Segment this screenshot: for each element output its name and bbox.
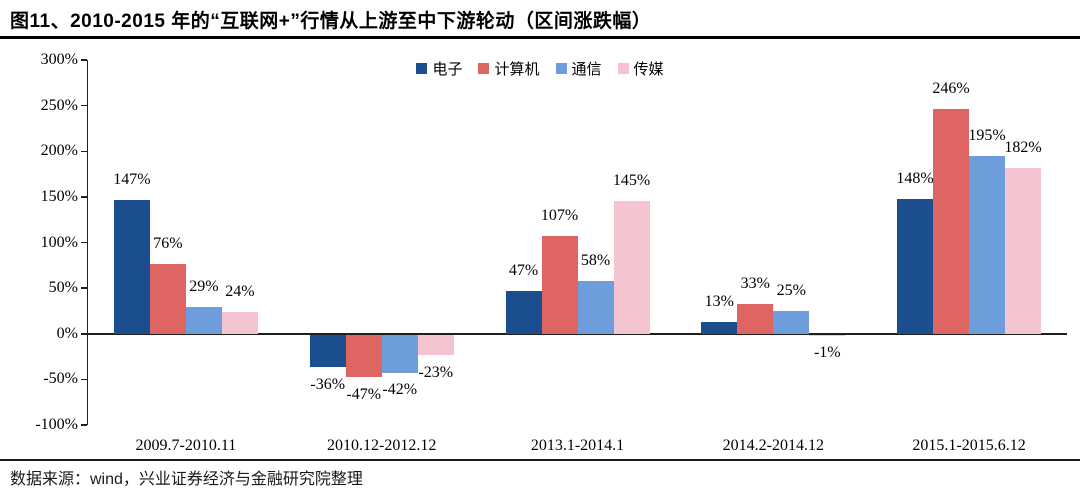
footer-source: 数据来源：wind，兴业证券经济与金融研究院整理 xyxy=(10,471,363,488)
footer-divider xyxy=(0,459,1080,461)
y-axis-label-2: 200% xyxy=(40,142,78,160)
bar-series0-cat1 xyxy=(309,334,346,368)
y-axis-label-1: 250% xyxy=(40,96,78,114)
bar-series3-cat2 xyxy=(613,201,650,334)
legend-item-3: 传媒 xyxy=(617,58,664,79)
bar-label-series2-cat3: 25% xyxy=(776,281,806,299)
legend-label-2: 通信 xyxy=(571,62,602,78)
bar-label-series3-cat2: 145% xyxy=(612,172,651,190)
legend-swatch-icon-3 xyxy=(617,63,629,74)
bar-label-series2-cat4: 195% xyxy=(968,126,1006,144)
bar-series1-cat1 xyxy=(345,334,382,378)
y-axis-tick-6 xyxy=(80,333,87,335)
bar-label-series0-cat0: 147% xyxy=(113,170,151,188)
legend-label-1: 计算机 xyxy=(494,62,540,78)
y-axis-label-7: -50% xyxy=(43,370,78,388)
y-axis-tick-1 xyxy=(80,104,87,107)
bar-series3-cat4 xyxy=(1005,167,1042,334)
x-axis-label-0: 2009.7-2010.11 xyxy=(135,437,237,454)
y-axis-label-3: 150% xyxy=(40,187,78,205)
bar-series2-cat1 xyxy=(381,334,418,373)
bar-label-series2-cat2: 58% xyxy=(580,251,611,269)
bar-series0-cat2 xyxy=(505,290,542,334)
x-axis-label-4: 2015.1-2015.6.12 xyxy=(912,437,1026,454)
x-axis-label-2: 2013.1-2014.1 xyxy=(530,437,625,454)
bar-label-series1-cat1: -47% xyxy=(346,385,382,403)
bar-label-series3-cat4: 182% xyxy=(1004,138,1042,156)
bar-label-series3-cat3: -1% xyxy=(813,343,841,361)
legend-swatch-icon-2 xyxy=(555,63,567,74)
figure-title: 图11、2010-2015 年的“互联网+”行情从上游至中下游轮动（区间涨跌幅） xyxy=(10,11,652,32)
bar-label-series1-cat4: 246% xyxy=(932,80,970,98)
bar-series0-cat0 xyxy=(113,199,150,334)
y-axis-line xyxy=(86,60,88,425)
bar-label-series0-cat1: -36% xyxy=(310,375,346,393)
bar-series0-cat4 xyxy=(897,198,934,334)
bar-label-series3-cat1: -23% xyxy=(418,363,454,381)
y-axis-tick-7 xyxy=(80,378,87,381)
bar-label-series1-cat3: 33% xyxy=(740,274,770,292)
zero-line xyxy=(88,333,1067,335)
y-axis-tick-4 xyxy=(80,241,87,244)
bar-series0-cat3 xyxy=(701,321,738,334)
title-underline xyxy=(0,36,1080,39)
y-axis-label-5: 50% xyxy=(48,279,78,297)
bar-series1-cat2 xyxy=(541,236,578,334)
legend-swatch-icon-0 xyxy=(416,63,428,74)
bar-label-series2-cat0: 29% xyxy=(189,278,219,296)
y-axis-tick-0 xyxy=(80,59,87,61)
bar-label-series3-cat0: 24% xyxy=(225,282,255,300)
bar-series1-cat3 xyxy=(737,303,774,334)
bar-series2-cat4 xyxy=(969,155,1006,334)
legend-item-2: 通信 xyxy=(555,58,602,79)
bar-series2-cat2 xyxy=(577,280,614,334)
bar-series1-cat4 xyxy=(933,109,970,334)
legend-item-0: 电子 xyxy=(416,58,462,79)
y-axis-label-8: -100% xyxy=(35,416,78,433)
bar-chart: 电子 计算机 通信 传媒 300% 250% 200% 150% 100% 50% 0% -50% -… xyxy=(0,40,1080,460)
bar-label-series0-cat2: 47% xyxy=(508,261,539,279)
legend-label-3: 传媒 xyxy=(633,62,664,78)
bar-label-series2-cat1: -42% xyxy=(382,381,418,399)
bar-series1-cat0 xyxy=(149,264,186,334)
bar-series2-cat0 xyxy=(185,307,222,334)
y-axis-label-6: 0% xyxy=(56,324,78,342)
x-axis-label-3: 2014.2-2014.12 xyxy=(722,437,824,454)
legend-label-0: 电子 xyxy=(432,62,463,78)
legend: 电子 计算机 通信 传媒 xyxy=(0,58,1080,79)
x-axis-label-1: 2010.12-2012.12 xyxy=(327,437,437,454)
bar-series3-cat0 xyxy=(221,311,258,334)
bar-label-series1-cat0: 76% xyxy=(153,235,183,253)
bar-series2-cat3 xyxy=(773,310,810,334)
bar-series3-cat1 xyxy=(417,334,454,356)
y-axis-tick-2 xyxy=(80,150,87,152)
legend-swatch-icon-1 xyxy=(478,63,490,74)
legend-item-1: 计算机 xyxy=(478,58,540,79)
y-axis-label-0: 300% xyxy=(40,51,78,68)
y-axis-label-4: 100% xyxy=(40,233,78,251)
y-axis-tick-3 xyxy=(80,196,87,198)
bar-label-series0-cat4: 148% xyxy=(896,169,934,187)
y-axis-tick-8 xyxy=(80,424,87,426)
bar-label-series0-cat3: 13% xyxy=(704,292,734,310)
y-axis-tick-5 xyxy=(80,287,87,289)
bar-series3-cat3 xyxy=(809,334,846,336)
bar-label-series1-cat2: 107% xyxy=(540,207,579,225)
